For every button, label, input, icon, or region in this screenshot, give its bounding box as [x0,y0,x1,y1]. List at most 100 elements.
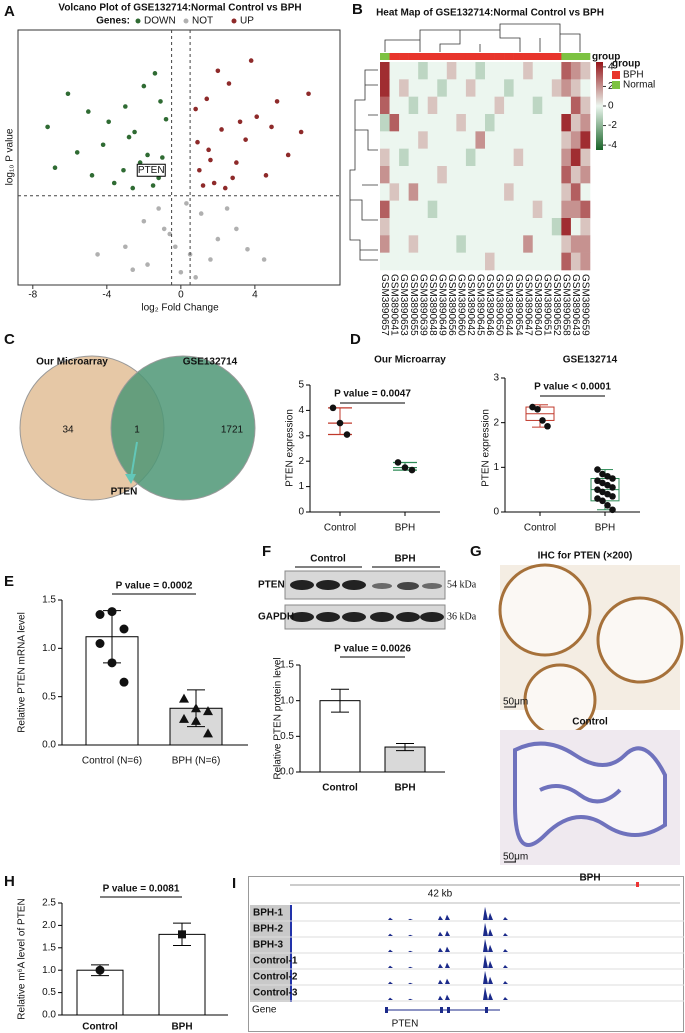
y-tick-label: 0.5 [42,691,56,702]
track-label: Control-1 [253,956,298,967]
image-caption: Control [572,717,608,728]
heat-cell [494,62,505,80]
point [544,422,551,430]
heat-cell [465,148,476,167]
heat-cell [380,166,390,184]
heat-cell [380,235,390,253]
x-tick-label: 4 [252,290,258,301]
column-label: GSM3890640 [532,274,543,336]
heat-cell [456,79,467,97]
point [237,119,243,125]
heat-cell [399,218,409,236]
coverage [292,970,680,984]
heat-cell [399,235,409,253]
heat-cell [408,96,419,115]
column-label: GSM3890644 [503,274,514,336]
blot-row: GAPDH [258,612,294,623]
y-tick-label: 2.0 [42,920,56,931]
heat-cell [561,62,572,80]
point [211,180,217,186]
point [86,109,91,114]
heat-cell [380,114,390,132]
heat-cell [446,218,457,236]
group-cell [446,53,457,60]
heat-cell [437,131,448,149]
heat-cell [523,166,534,184]
heat-cell [456,96,467,115]
chart-title: Our Microarray [374,355,446,366]
heat-cell [561,200,572,219]
heat-cell [513,62,524,80]
point [534,405,541,413]
heat-cell [542,62,553,80]
point [52,165,58,170]
coverage [292,986,680,1000]
heat-cell [542,131,553,149]
western-blot [284,566,446,630]
column-label: GSM3890639 [417,274,428,336]
column-label: GSM3890646 [484,274,495,336]
heat-cell [456,114,467,132]
venn-set [110,355,256,501]
point [401,464,409,471]
heat-cell [523,114,534,132]
heat-cell [399,131,409,149]
bar [384,746,426,773]
point [95,252,100,257]
heat-cell [532,114,543,132]
plot-frame [17,29,341,286]
heat-cell [380,148,390,167]
group-cell [561,53,572,60]
heat-cell [465,235,476,253]
heat-cell [513,218,524,236]
y-axis-label: Relative PTEN mRNA level [17,612,28,733]
x-tick-label: Control [322,783,358,794]
heat-cell [485,62,495,80]
heat-cell [523,96,534,115]
point [193,106,198,112]
y-tick-label: 0 [298,507,304,518]
heat-cell [485,79,495,97]
y-tick-label: 1.5 [42,595,56,606]
heat-cell [504,131,514,149]
heat-cell [446,148,457,167]
group-cell [408,53,419,60]
heat-cell [475,166,486,184]
y-axis-label: log₁₀ P value [5,128,16,185]
heat-cell [523,79,534,97]
point [179,693,189,703]
point [609,475,616,482]
point [599,479,606,487]
heat-cell [485,252,495,271]
group-cell [580,53,591,60]
heat-cell [418,131,429,149]
point [191,703,201,713]
point [594,477,601,485]
heat-cell [494,131,505,149]
column-label: GSM3890658 [560,274,571,336]
heat-cell [580,252,591,271]
chart-title: Heat Map of GSE132714:Normal Control vs … [376,8,604,19]
heat-cell [504,235,514,253]
heat-cell [380,96,390,115]
group-cell [389,53,400,60]
legend-marker [231,18,237,24]
group-cell [418,53,429,60]
heat-cell [389,62,400,80]
point [254,114,260,119]
point [226,81,232,86]
group-cell [456,53,467,60]
heat-cell [446,96,457,115]
heat-cell [418,148,429,167]
heat-cell [380,183,390,201]
point [336,419,344,427]
heat-cell [580,166,591,184]
column-label: GSM3890654 [513,274,524,336]
point [224,206,230,211]
heat-cell [494,200,505,219]
heat-cell [551,62,562,80]
x-tick-label: BPH [395,523,416,534]
point [329,404,337,412]
group-cell [532,53,543,60]
panel-letter: C [4,331,15,348]
